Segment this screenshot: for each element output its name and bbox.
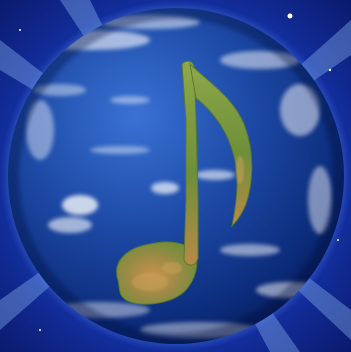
globe-ocean [8, 8, 344, 344]
land-texture [132, 156, 244, 291]
music-note-stem-continent [181, 60, 199, 266]
music-note-head-continent [116, 241, 198, 305]
music-note-flag-continent [189, 62, 253, 228]
